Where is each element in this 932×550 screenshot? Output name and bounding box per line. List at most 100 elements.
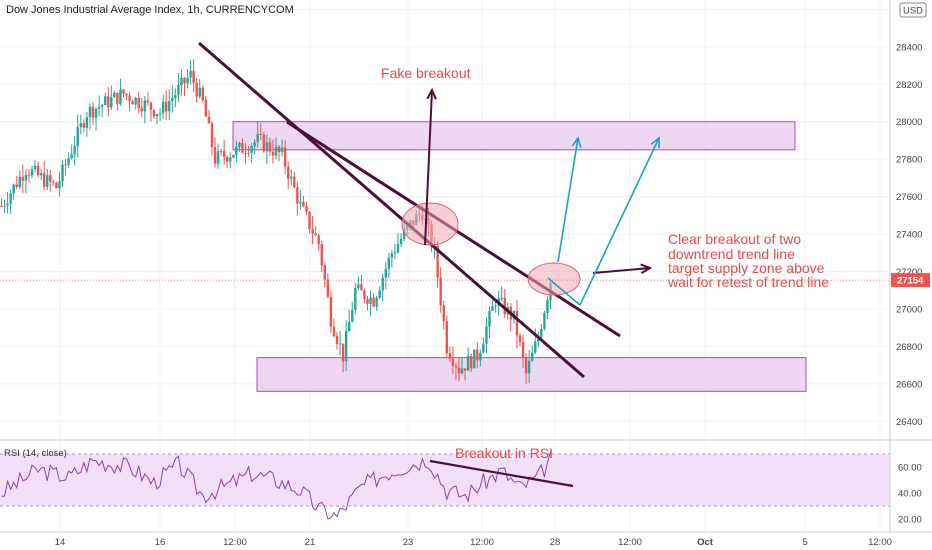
price-tick-label: 26800 bbox=[896, 342, 922, 353]
candle-body bbox=[442, 305, 445, 322]
candle-body bbox=[311, 228, 314, 234]
candle-body bbox=[402, 229, 406, 239]
candle-body bbox=[488, 310, 491, 327]
candle-body bbox=[210, 123, 214, 147]
candle-body bbox=[344, 331, 348, 362]
candle-body bbox=[85, 117, 89, 128]
currency-badge-box bbox=[899, 2, 927, 18]
candle-body bbox=[503, 297, 506, 315]
candle-body bbox=[299, 201, 302, 204]
candle-body bbox=[439, 277, 442, 306]
zone-supply bbox=[232, 121, 796, 151]
candle-body bbox=[436, 245, 439, 278]
price-tick-label: 27200 bbox=[896, 267, 922, 278]
candle-body bbox=[183, 77, 186, 84]
candle-body bbox=[354, 288, 357, 310]
candle-body bbox=[485, 326, 488, 344]
price-tick-label: 27400 bbox=[896, 230, 922, 241]
candle-body bbox=[473, 349, 476, 369]
annotation-pointer-arrow-head bbox=[640, 263, 653, 274]
candle-body bbox=[305, 206, 308, 212]
candle-body bbox=[100, 105, 104, 107]
candle-body bbox=[521, 341, 525, 357]
target-arrow-2-head bbox=[650, 136, 660, 149]
candle-body bbox=[460, 368, 464, 374]
candle-body bbox=[149, 102, 153, 111]
rsi-breakout-annotation: Breakout in RSI bbox=[455, 445, 553, 461]
rsi-tick-label: 20.00 bbox=[898, 515, 922, 526]
time-tick-label: 12:00 bbox=[470, 537, 494, 548]
candle-body bbox=[165, 101, 168, 112]
candle-body bbox=[67, 158, 70, 165]
candle-body bbox=[494, 305, 497, 307]
rsi-band bbox=[0, 454, 890, 506]
candle-body bbox=[491, 306, 494, 311]
rsi-panel: 20.00 40.00 60.00 bbox=[0, 451, 922, 526]
candle-body bbox=[9, 193, 12, 204]
candle-body bbox=[271, 151, 275, 156]
candle-body bbox=[189, 70, 192, 78]
candle-body bbox=[64, 164, 67, 166]
candle-body bbox=[97, 106, 101, 109]
target-arrow-2 bbox=[579, 137, 660, 306]
candle-body bbox=[94, 108, 98, 118]
candle-body bbox=[21, 176, 25, 181]
candle-body bbox=[543, 312, 546, 329]
candle-body bbox=[192, 70, 195, 83]
candle-body bbox=[317, 235, 320, 245]
candle-body bbox=[341, 343, 345, 362]
candle-body bbox=[76, 126, 79, 147]
candle-body bbox=[70, 154, 73, 159]
candle-body bbox=[79, 123, 82, 127]
candle-body bbox=[12, 184, 15, 194]
candle-body bbox=[216, 151, 220, 164]
rsi-tick-label: 60.00 bbox=[898, 463, 922, 474]
candle-body bbox=[387, 257, 391, 270]
candle-body bbox=[119, 89, 122, 104]
candle-body bbox=[207, 116, 211, 124]
candle-body bbox=[524, 356, 528, 374]
price-tick-label: 28400 bbox=[896, 42, 922, 53]
candle-body bbox=[33, 165, 37, 170]
candle-body bbox=[39, 173, 43, 176]
candle-body bbox=[250, 146, 253, 154]
currency-badge-text: USD bbox=[903, 6, 923, 17]
candle-body bbox=[131, 101, 134, 105]
candle-body bbox=[479, 352, 482, 361]
candle-body bbox=[137, 97, 140, 109]
candle-body bbox=[378, 290, 381, 298]
candle-body bbox=[366, 299, 369, 304]
candle-body bbox=[332, 326, 336, 337]
candle-body bbox=[82, 123, 86, 128]
candle-body bbox=[49, 175, 52, 182]
candle-body bbox=[58, 181, 61, 189]
candle-body bbox=[213, 146, 217, 164]
candle-body bbox=[73, 146, 76, 155]
candle-body bbox=[262, 134, 265, 152]
candle-body bbox=[235, 146, 238, 155]
candle-body bbox=[110, 97, 113, 108]
rsi-trendline bbox=[429, 459, 574, 488]
clear-breakout-line-3: target supply zone above bbox=[668, 260, 825, 276]
candle-body bbox=[329, 296, 333, 327]
candle-body bbox=[146, 100, 150, 103]
time-tick-label: 5 bbox=[802, 537, 807, 548]
candle-body bbox=[186, 77, 189, 84]
candle-body bbox=[534, 341, 537, 353]
target-arrow-1-head bbox=[571, 136, 582, 148]
candle-body bbox=[357, 284, 360, 289]
fake-breakout-arrow bbox=[424, 89, 433, 246]
chart-title: Dow Jones Industrial Average Index, 1h, … bbox=[6, 4, 294, 16]
candle-body bbox=[308, 211, 311, 229]
candle-body bbox=[399, 238, 403, 245]
grid bbox=[0, 0, 890, 532]
candle-body bbox=[113, 92, 116, 98]
candle-body bbox=[201, 87, 204, 100]
candle-body bbox=[277, 146, 281, 153]
candle-body bbox=[537, 337, 540, 342]
candle-body bbox=[61, 164, 64, 182]
candle-body bbox=[454, 365, 458, 368]
candle-body bbox=[320, 244, 323, 266]
candle-body bbox=[384, 269, 387, 278]
